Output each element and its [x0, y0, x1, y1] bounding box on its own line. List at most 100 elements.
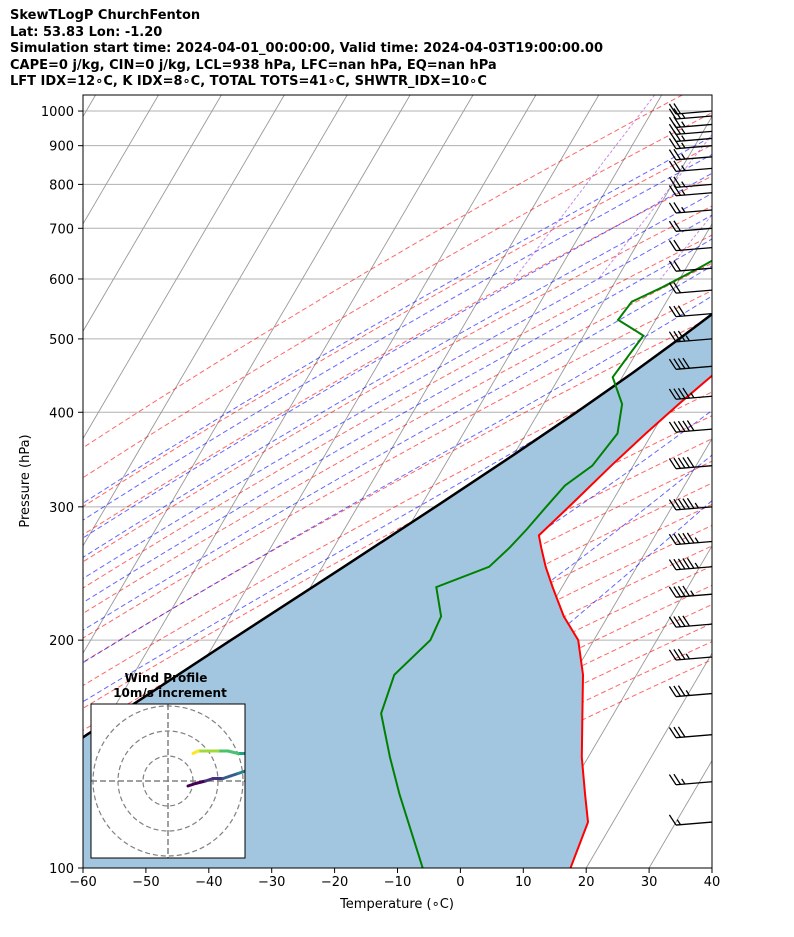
wind-barb-feather	[673, 331, 682, 342]
temperature-line	[537, 374, 712, 868]
wind-barb	[668, 726, 713, 739]
y-tick-label: 700	[49, 222, 74, 237]
wind-barb-feather	[668, 388, 677, 400]
moist-adiabat	[83, 265, 712, 631]
wind-barb	[668, 220, 713, 232]
location-text: Lat: 53.83 Lon: -1.20	[10, 24, 163, 40]
wind-barb-feather	[673, 773, 682, 785]
wind-barb-staff	[675, 123, 713, 129]
wind-barb-feather	[677, 305, 686, 317]
wind-barb-feather	[668, 814, 677, 826]
wind-barb	[668, 456, 713, 470]
indices-text: LFT IDX=12∘C, K IDX=8∘C, TOTAL TOTS=41∘C…	[10, 74, 487, 89]
x-tick-label: −60	[69, 875, 96, 890]
isotherm	[83, 95, 285, 440]
wind-barb-feather	[677, 585, 686, 597]
dry-adiabat	[83, 342, 712, 687]
y-tick-label: 600	[49, 273, 74, 288]
x-axis-label: Temperature (∘C)	[339, 897, 454, 912]
wind-barb	[668, 685, 713, 698]
wind-barb-feather	[681, 112, 686, 119]
x-axis: −60 −50 −40 −30 −20 −10 0 10 20 30 40	[69, 868, 720, 890]
mixing-ratio-line	[766, 95, 794, 279]
wind-barb-feather	[677, 387, 686, 399]
wind-barb-feather	[673, 148, 682, 160]
wind-barb-feather	[673, 260, 682, 272]
wind-barb-feather	[682, 558, 691, 570]
wind-barb-feather	[673, 282, 682, 294]
wind-barb-feather	[668, 559, 677, 571]
wind-barb-feather	[682, 387, 691, 399]
wind-barb	[668, 497, 713, 511]
wind-barb-feather	[668, 458, 677, 470]
wind-barb-staff	[675, 167, 713, 173]
wind-barb-staff	[675, 821, 713, 826]
y-tick-label: 900	[49, 140, 74, 155]
wind-barb	[668, 160, 713, 173]
dry-adiabat	[83, 205, 712, 563]
wind-barb-feather	[673, 533, 682, 545]
isotherm	[775, 95, 794, 868]
wind-barb-feather	[673, 726, 682, 738]
wind-barb-feather	[668, 103, 677, 115]
wind-barb-feather	[673, 176, 682, 188]
wind-barb-feather	[673, 649, 682, 660]
wind-barb-staff	[675, 267, 713, 272]
wind-barb-feather	[668, 240, 677, 251]
wind-barb	[668, 184, 713, 197]
dry-adiabat	[83, 289, 712, 639]
time-text: Simulation start time: 2024-04-01_00:00:…	[10, 41, 603, 56]
wind-barb-feather	[681, 142, 686, 149]
wind-barb-staff	[675, 209, 713, 214]
y-axis-label: Pressure (hPa)	[18, 434, 33, 527]
wind-barb-feather	[694, 502, 700, 509]
wind-barb-staff	[675, 692, 713, 698]
moist-adiabat	[83, 192, 712, 558]
wind-barbs	[668, 103, 713, 826]
y-tick-label: 300	[49, 501, 74, 516]
wind-barb-staff	[675, 781, 713, 786]
dry-adiabat	[83, 95, 683, 449]
wind-barb-feather	[673, 498, 682, 510]
wind-barb-feather	[668, 649, 677, 661]
wind-barb-feather	[668, 533, 677, 545]
wind-barb-feather	[673, 388, 682, 400]
y-tick-label: 400	[49, 406, 74, 421]
x-tick-label: 30	[641, 875, 658, 890]
wind-barb-feather	[677, 330, 686, 342]
wind-barb-feather	[673, 130, 682, 142]
wind-barb-staff	[675, 312, 713, 318]
inset-frame	[90, 703, 246, 859]
y-tick-label: 100	[49, 862, 74, 877]
wind-barb	[668, 532, 713, 546]
wind-barb-feather	[668, 202, 677, 214]
wind-barb-feather	[668, 282, 677, 294]
wind-barb-feather	[682, 420, 691, 432]
wind-barb-feather	[673, 616, 682, 628]
hodograph-segment	[191, 749, 200, 755]
wind-barb-feather	[668, 160, 677, 172]
wind-barb-feather	[682, 357, 691, 369]
x-tick-label: 20	[578, 875, 595, 890]
wind-barb-feather	[676, 819, 682, 826]
wind-barb-feather	[673, 202, 682, 214]
wind-barb-feather	[673, 220, 682, 232]
wind-barb-feather	[673, 358, 682, 370]
wind-barb-feather	[668, 727, 677, 739]
wind-barb-feather	[673, 586, 682, 598]
wind-barb-staff	[675, 246, 713, 252]
wind-barb-feather	[668, 185, 677, 197]
wind-barb-staff	[675, 656, 713, 661]
isotherm	[83, 95, 222, 333]
wind-barb-feather	[668, 331, 677, 343]
wind-barb	[668, 330, 713, 343]
wind-barb-feather	[694, 537, 700, 544]
wind-barb-feather	[677, 685, 686, 697]
wind-barb	[668, 148, 713, 161]
wind-barb	[668, 282, 713, 294]
wind-barb-feather	[694, 562, 700, 569]
wind-barb-staff	[675, 183, 713, 189]
wind-barb-feather	[682, 532, 691, 544]
wind-barb	[668, 387, 713, 400]
mixing-ratio-line	[598, 133, 712, 280]
